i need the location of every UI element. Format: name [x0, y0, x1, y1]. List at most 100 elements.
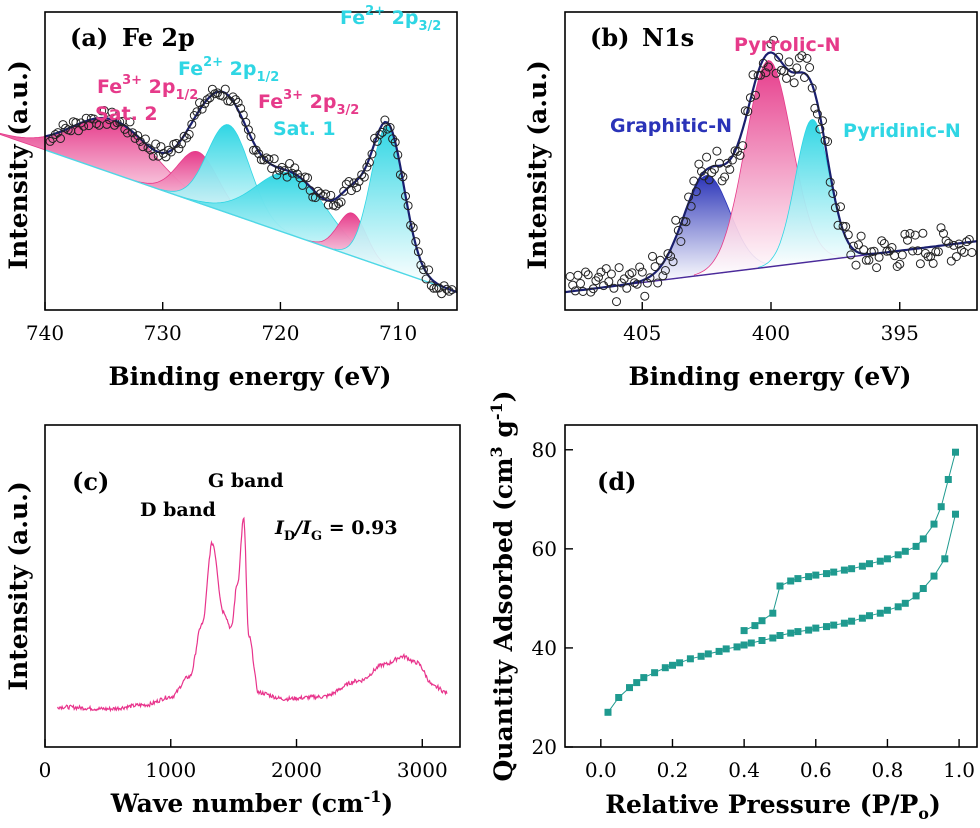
b-data-point: [921, 248, 930, 258]
b-data-point: [856, 231, 866, 241]
b-data-point: [648, 251, 657, 261]
bet-adsorption-point: [858, 614, 866, 622]
a-x-tick-label: 740: [26, 321, 64, 345]
c-x-tick-label: 2000: [271, 758, 322, 782]
bet-adsorption-point: [812, 624, 820, 632]
d-x-tick-label: 0.8: [872, 758, 904, 782]
b-data-point: [666, 251, 676, 261]
b-data-point: [897, 250, 907, 260]
a-data-point: [166, 147, 176, 157]
b-data-point: [594, 272, 603, 282]
b-data-point: [908, 246, 918, 256]
b-data-point: [951, 252, 961, 262]
panel-a-x-ticks: 740 730 720 710: [26, 302, 417, 345]
panel-c-label: (c): [72, 467, 109, 496]
bet-adsorption-point: [894, 603, 902, 611]
bet-desorption-point: [758, 617, 766, 625]
a-data-point: [442, 284, 452, 294]
a-data-point: [406, 220, 416, 230]
a-data-point: [419, 265, 428, 275]
a-data-point: [359, 172, 369, 182]
a-data-point: [424, 265, 434, 275]
a-data-point: [269, 154, 279, 164]
panel-b-n1s: 405 400 395 (b) N1s Binding energy (eV) In…: [523, 11, 978, 391]
b-data-point: [838, 221, 848, 231]
b-data-point: [622, 283, 632, 293]
b-data-point: [810, 103, 820, 113]
a-data-point: [197, 104, 207, 114]
b-data-point: [846, 250, 856, 260]
a-data-point: [220, 84, 230, 94]
bet-adsorption-point: [626, 684, 633, 692]
panel-b-label: (b): [590, 23, 630, 52]
b-data-point: [663, 249, 673, 259]
b-data-point: [624, 269, 634, 279]
panel-a-frame: [44, 11, 458, 311]
panel-d-ylabel: Quantity Adsorbed (cm3 g-1): [487, 391, 518, 782]
b-data-point: [756, 70, 766, 80]
a-data-point: [277, 162, 287, 172]
a-data-point: [447, 285, 457, 295]
a-data-point: [143, 143, 153, 153]
bet-adsorption-point: [615, 694, 623, 701]
b-data-point: [614, 263, 624, 273]
bet-adsorption-point: [930, 572, 938, 580]
b-data-point: [967, 248, 977, 257]
a-data-point: [45, 136, 55, 146]
b-data-point: [874, 252, 884, 262]
bet-adsorption-point: [633, 679, 641, 687]
b-data-point: [782, 73, 791, 83]
a-data-point: [61, 123, 71, 133]
a-data-point: [401, 191, 410, 201]
b-data-point: [828, 189, 838, 198]
a-data-point: [76, 118, 86, 128]
a-data-point: [408, 223, 418, 233]
a-data-point: [171, 138, 181, 148]
bet-adsorption-point: [604, 708, 612, 716]
a-peak-fe2-2p3-2: [334, 125, 441, 287]
b-data-point: [632, 279, 642, 289]
bet-adsorption-point: [697, 652, 705, 660]
b-data-point: [689, 176, 699, 186]
b-data-point: [630, 278, 639, 288]
panel-b-plot-area: [564, 35, 978, 307]
b-data-point: [606, 269, 616, 279]
a-data-point: [148, 151, 158, 161]
b-data-point: [797, 51, 807, 61]
a-data-point: [344, 177, 354, 186]
b-data-point: [694, 159, 704, 169]
a-data-point: [246, 132, 256, 141]
label-fe2-2p12: Fe2+ 2p1/2: [178, 55, 279, 85]
b-data-point: [900, 229, 910, 239]
bet-desorption-point: [930, 520, 938, 528]
a-data-point: [421, 274, 431, 284]
bet-desorption-point: [776, 582, 784, 590]
bet-adsorption-point: [952, 510, 959, 518]
label-graphitic-n: Graphitic-N: [610, 115, 732, 137]
a-data-point: [390, 137, 400, 147]
b-data-point: [861, 255, 871, 265]
b-data-point: [941, 236, 951, 246]
bet-adsorption-point: [651, 669, 659, 677]
panel-a-title: Fe 2p: [122, 23, 195, 52]
b-data-point: [668, 257, 678, 267]
a-x-tick-label: 730: [144, 321, 182, 345]
b-data-point: [818, 116, 827, 126]
a-data-point: [135, 137, 145, 146]
bet-desorption-point: [787, 577, 795, 585]
bet-adsorption-point: [919, 585, 927, 592]
panel-a-xlabel: Binding energy (eV): [109, 362, 392, 391]
bet-desorption-point: [751, 622, 759, 630]
d-x-tick-label: 0.0: [585, 758, 617, 782]
a-data-point: [164, 145, 174, 155]
panel-c-raman: 0 1000 2000 3000 (c) D band G band ID/IG = …: [4, 424, 461, 818]
d-y-tick-label: 40: [532, 636, 557, 660]
b-data-point: [702, 152, 712, 162]
bet-desorption-point: [858, 562, 866, 570]
b-data-point: [869, 246, 879, 256]
a-data-point: [151, 139, 161, 149]
b-data-point: [949, 240, 959, 250]
bet-desorption-point: [901, 547, 909, 555]
a-data-point: [274, 165, 284, 175]
bet-adsorption-point: [676, 659, 684, 667]
